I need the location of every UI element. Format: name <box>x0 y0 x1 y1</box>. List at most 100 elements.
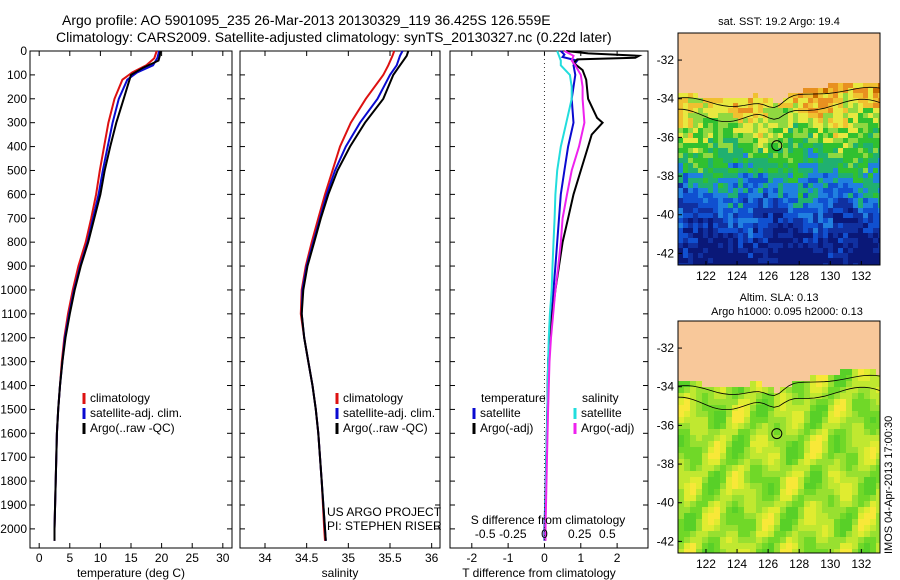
map-frame <box>677 32 881 266</box>
x-tick-label: 36 <box>425 551 439 565</box>
project-annotation: US ARGO PROJECT <box>327 505 442 519</box>
series-line-argo <box>300 50 410 541</box>
x-tick-label: 128 <box>789 557 809 571</box>
x-tick-label: -1 <box>503 551 514 565</box>
x-tick-label: 132 <box>851 269 871 283</box>
header-line2: Climatology: CARS2009. Satellite-adjuste… <box>56 29 612 45</box>
legend-label: Argo(..raw -QC) <box>343 421 428 435</box>
y-tick-label: 1100 <box>1 307 27 321</box>
series-line-argo <box>53 50 162 541</box>
y-tick-label: 1700 <box>0 450 27 464</box>
series-line-argo_s <box>544 50 586 541</box>
legend-label: Argo(..raw -QC) <box>90 421 175 435</box>
legend-label: satellite <box>581 406 622 420</box>
map-cells <box>678 321 881 554</box>
header-line1: Argo profile: AO 5901095_235 26-Mar-2013… <box>62 12 551 28</box>
axes-frame <box>239 50 441 549</box>
x-tick-label: 0 <box>36 551 43 565</box>
y-tick-label: 1400 <box>0 379 27 393</box>
series-line-clim <box>299 50 396 541</box>
y-tick-label: 1900 <box>0 498 27 512</box>
isobath-contour <box>677 86 881 109</box>
isobath-contour <box>677 386 881 411</box>
y-tick-label: 600 <box>7 187 27 201</box>
salinity-profile-panel: 34 34.5 35 35.5 36 salinity climatologysatelli… <box>239 50 442 580</box>
y-tick-label: 2000 <box>0 522 27 536</box>
legend-title-salinity: salinity <box>582 391 619 405</box>
y-tick-label: 1200 <box>0 331 27 345</box>
legend-label: Argo(-adj) <box>581 421 634 435</box>
y-tick-label: -38 <box>657 169 675 183</box>
y-tick-label: -32 <box>657 341 675 355</box>
y-tick-label: 1800 <box>0 474 27 488</box>
x-tick-label: 25 <box>186 551 200 565</box>
float-position-marker <box>771 140 783 152</box>
x-tick-label: 128 <box>789 269 809 283</box>
y-tick-label: 900 <box>7 259 27 273</box>
series-line-sat <box>300 50 404 541</box>
float-position-marker <box>771 428 783 440</box>
legend-label: satellite-adj. clim. <box>90 406 182 420</box>
y-tick-label: 1300 <box>0 355 27 369</box>
sla-map-panel: 122 124 126 128 130 132 -32 -34 -36 -38 -40 -42 Alti… <box>657 292 881 571</box>
legend-label: Argo(-adj) <box>480 421 533 435</box>
legend-label: climatology <box>90 391 150 405</box>
y-tick-label: 1500 <box>0 402 27 416</box>
y-tick-label: 500 <box>7 163 27 177</box>
series-line-clim <box>53 50 158 541</box>
difference-profile-panel: -2 -1 0 1 2T difference from climatology -0.5… <box>449 50 649 580</box>
legend-label: satellite-adj. clim. <box>343 406 435 420</box>
temperature-profile-panel: 0 5 10 15 20 25 300100200300400500600700800900… <box>0 44 233 580</box>
x-tick-label: 124 <box>727 269 747 283</box>
x2-axis-label: S difference from climatology <box>471 513 626 527</box>
y-tick-label: -40 <box>657 496 675 510</box>
y-tick-label: 800 <box>7 235 27 249</box>
x-tick-label: 126 <box>758 269 778 283</box>
y-tick-label: 300 <box>7 116 27 130</box>
map-frame <box>677 320 881 554</box>
isobath-contour <box>677 374 881 397</box>
x-axis-label: temperature (deg C) <box>77 566 185 580</box>
series-line-sat <box>53 50 161 541</box>
y-tick-label: -42 <box>657 534 675 548</box>
x-tick-label: 130 <box>820 269 840 283</box>
series-line-sat_s <box>544 50 573 541</box>
x-tick-label: 10 <box>94 551 108 565</box>
x-tick-label: 132 <box>851 557 871 571</box>
x2-tick-label: 0 <box>541 527 548 541</box>
y-tick-label: 700 <box>7 211 27 225</box>
x2-tick-label: 0.25 <box>568 527 592 541</box>
legend-label: satellite <box>480 406 521 420</box>
legend-label: climatology <box>343 391 403 405</box>
x-tick-label: 35.5 <box>378 551 402 565</box>
x-tick-label: 5 <box>66 551 73 565</box>
x-tick-label: 122 <box>696 557 716 571</box>
series-line-argo <box>544 50 643 541</box>
x-tick-label: 35 <box>342 551 356 565</box>
x-tick-label: 34.5 <box>295 551 319 565</box>
x-tick-label: 15 <box>124 551 138 565</box>
y-tick-label: -34 <box>657 380 675 394</box>
x-tick-label: 34 <box>258 551 272 565</box>
y-tick-label: 400 <box>7 140 27 154</box>
x-tick-label: 126 <box>758 557 778 571</box>
y-tick-label: -40 <box>657 208 675 222</box>
y-tick-label: 200 <box>7 92 27 106</box>
x-tick-label: 2 <box>614 551 621 565</box>
y-tick-label: -34 <box>657 92 675 106</box>
series-line-sat <box>543 50 579 541</box>
y-tick-label: 1600 <box>0 426 27 440</box>
y-tick-label: -32 <box>657 53 675 67</box>
axes-frame <box>29 50 233 549</box>
x2-tick-label: -0.25 <box>499 527 527 541</box>
map-title: sat. SST: 19.2 Argo: 19.4 <box>718 16 840 28</box>
y-tick-label: -36 <box>657 130 675 144</box>
x-tick-label: 122 <box>696 269 716 283</box>
pi-annotation: PI: STEPHEN RISER <box>327 519 442 533</box>
y-tick-label: 100 <box>7 68 27 82</box>
x-axis-label: T difference from climatology <box>462 566 616 580</box>
x-tick-label: -2 <box>466 551 477 565</box>
y-tick-label: 1000 <box>0 283 27 297</box>
x2-tick-label: 0.5 <box>599 527 616 541</box>
